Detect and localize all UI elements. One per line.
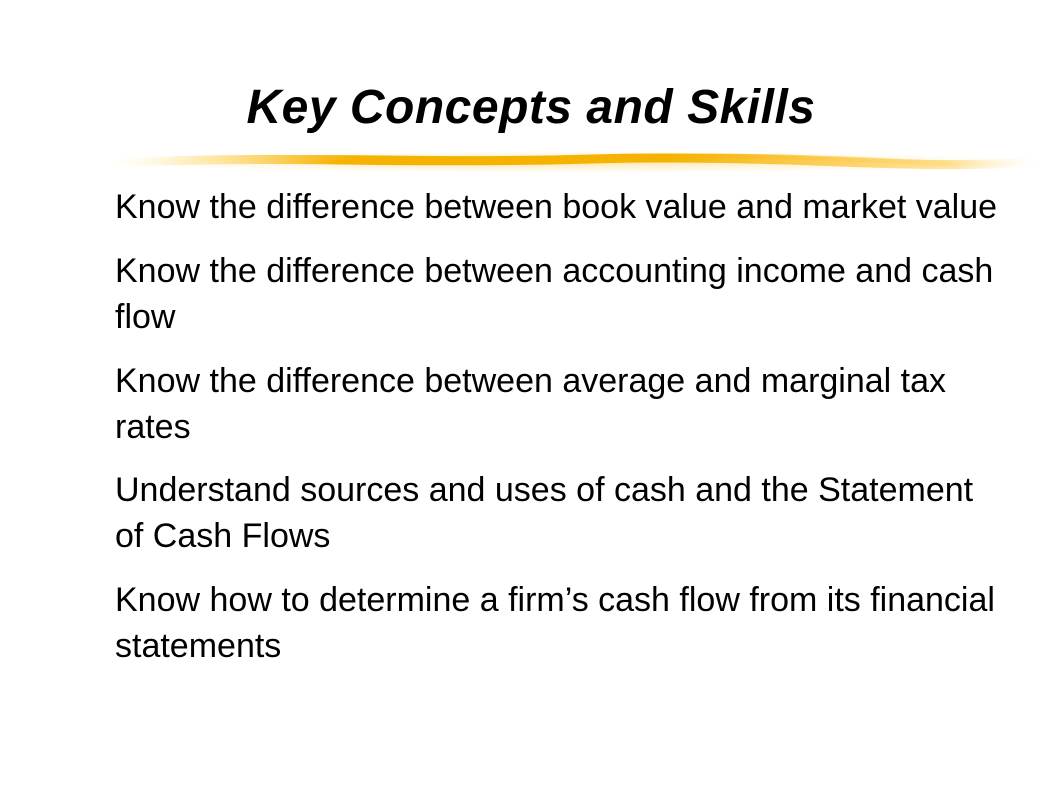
slide-title: Key Concepts and Skills	[0, 80, 1062, 135]
title-block: Key Concepts and Skills	[0, 80, 1062, 135]
bullet-item: Know the difference between accounting i…	[115, 249, 1002, 341]
bullet-item: Know the difference between average and …	[115, 359, 1002, 451]
slide: Key Concepts and Skills	[0, 0, 1062, 797]
bullet-item: Know the difference between book value a…	[115, 185, 1002, 231]
bullet-item: Understand sources and uses of cash and …	[115, 468, 1002, 560]
bullet-list: Know the difference between book value a…	[0, 185, 1062, 670]
bullet-item: Know how to determine a firm’s cash flow…	[115, 578, 1002, 670]
title-underline	[90, 150, 1052, 174]
